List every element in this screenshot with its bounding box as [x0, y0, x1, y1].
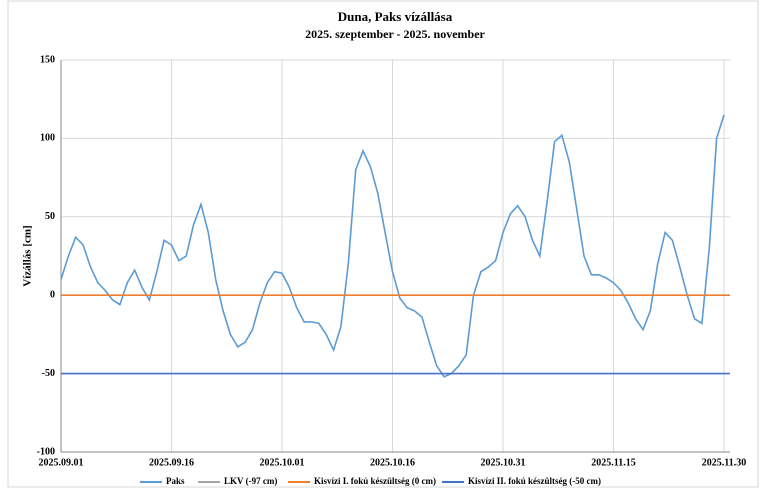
y-tick-label: 150 [40, 54, 55, 65]
x-tick-label: 2025.10.01 [260, 457, 305, 468]
y-axis-label: Vízállás [cm] [22, 225, 34, 286]
x-tick-label: 2025.11.15 [591, 457, 635, 468]
x-tick-label: 2025.10.16 [370, 457, 415, 468]
legend-label: Kisvízi II. fokú készültség (-50 cm) [468, 476, 601, 486]
y-tick-label: 100 [40, 133, 55, 144]
y-tick-label: 0 [50, 289, 55, 300]
x-tick-label: 2025.09.01 [39, 457, 84, 468]
x-tick-label: 2025.09.16 [149, 457, 194, 468]
chart-subtitle: 2025. szeptember - 2025. november [305, 27, 485, 41]
legend-label: LKV (-97 cm) [224, 476, 277, 486]
x-tick-label: 2025.10.31 [481, 457, 526, 468]
chart-title: Duna, Paks vízállása [338, 9, 453, 24]
y-tick-label: -100 [37, 446, 55, 457]
legend-label: Paks [166, 476, 185, 486]
legend-label: Kisvízi I. fokú készültség (0 cm) [314, 476, 436, 486]
x-tick-label: 2025.11.30 [702, 457, 746, 468]
y-tick-label: -50 [42, 368, 55, 379]
data-line [60, 114, 725, 378]
y-tick-label: 50 [45, 211, 55, 222]
chart-frame [7, 0, 759, 488]
